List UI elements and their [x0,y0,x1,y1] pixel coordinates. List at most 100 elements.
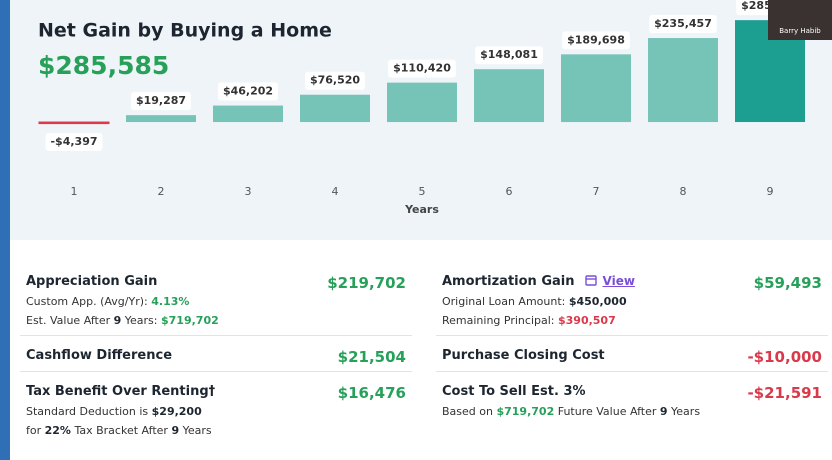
x-tick-label: 1 [71,185,78,198]
detail-text: Based on [442,405,497,418]
summary-row: Purchase Closing Cost -$10,000 [436,336,828,372]
row-title: Cashflow Difference [26,348,173,363]
row-value: $21,504 [337,348,406,366]
summary-row: Tax Benefit Over Renting† $16,476 Standard… [20,372,412,445]
detail-text: Tax Bracket After [70,424,172,437]
detail-line: Based on $719,702 Future Value After 9 Y… [442,405,822,418]
row-value: -$21,591 [747,384,822,402]
row-title-wrap: Cashflow Difference [26,348,406,363]
x-axis-label: Years [404,203,439,216]
detail-text: Est. Value After [26,314,114,327]
detail-line: Remaining Principal: $390,507 [442,314,822,327]
detail-text: 9 [171,424,180,437]
bar [38,121,110,125]
row-title-wrap: Tax Benefit Over Renting† [26,384,406,399]
value-label: $189,698 [567,33,625,46]
bar [213,105,283,123]
x-tick-label: 7 [593,185,600,198]
row-value: $219,702 [327,274,406,292]
row-title-wrap: Cost To Sell Est. 3% [442,384,822,399]
x-tick-label: 5 [419,185,426,198]
chart-title: Net Gain by Buying a Home [38,20,332,42]
presenter-name: Barry Habib [779,27,821,35]
detail-text: Future Value After [554,405,660,418]
summary-panels: Appreciation Gain $219,702 Custom App. (Av… [10,262,832,460]
value-label: $148,081 [480,48,538,61]
right-column: Amortization Gain View $59,493 Original Loa… [436,262,828,426]
detail-line: Est. Value After 9 Years: $719,702 [26,314,406,327]
row-value: $59,493 [753,274,822,292]
detail-text: Years [667,405,701,418]
x-tick-label: 6 [506,185,513,198]
value-label: $46,202 [223,85,273,98]
bar [300,94,370,123]
detail-text: for [26,424,45,437]
x-tick-label: 3 [245,185,252,198]
summary-row: Cost To Sell Est. 3% -$21,591 Based on $71… [436,372,828,426]
detail-text: Custom App. (Avg/Yr): [26,295,152,308]
row-value: -$10,000 [747,348,822,366]
detail-text: $450,000 [568,295,627,308]
row-title-wrap: Appreciation Gain [26,274,406,289]
bar [561,54,631,123]
value-label: -$4,397 [50,135,97,148]
value-label-box [45,133,103,152]
row-title: Appreciation Gain [26,274,158,289]
row-title: Tax Benefit Over Renting† [26,384,216,399]
value-label: $76,520 [310,74,360,87]
detail-text: 9 [659,405,668,418]
detail-text: Standard Deduction is [26,405,152,418]
headline-value: $285,585 [38,51,169,80]
value-label: $110,420 [393,62,451,75]
detail-line: Standard Deduction is $29,200 [26,405,406,418]
bars: 1 -$4,397 2 $19,287 3 $46,202 4 $76,520 5 $110,42… [38,0,805,198]
side-strip [0,0,10,460]
row-title: Amortization Gain [442,274,575,289]
detail-line: for 22% Tax Bracket After 9 Years [26,424,406,437]
detail-text: 9 [113,314,122,327]
value-label-box [130,92,192,111]
bar [648,38,718,123]
left-column: Appreciation Gain $219,702 Custom App. (Av… [20,262,412,445]
detail-text: $719,702 [496,405,555,418]
bar [474,69,544,123]
value-label-box [304,71,366,90]
detail-text: 22% [44,424,71,437]
value-label: $19,287 [136,94,186,107]
summary-row: Appreciation Gain $219,702 Custom App. (Av… [20,262,412,336]
summary-row: Amortization Gain View $59,493 Original Loa… [436,262,828,336]
row-value: $16,476 [337,384,406,402]
x-tick-label: 8 [680,185,687,198]
detail-text: $390,507 [557,314,616,327]
row-title: Cost To Sell Est. 3% [442,384,586,399]
bar [126,115,196,123]
x-tick-label: 2 [158,185,165,198]
detail-text: 4.13% [151,295,190,308]
value-label-box [217,82,279,101]
x-tick-label: 4 [332,185,339,198]
detail-text: Original Loan Amount: [442,295,569,308]
chart: Net Gain by Buying a Home $285,585 Years… [10,0,832,240]
x-tick-label: 9 [767,185,774,198]
detail-text: $29,200 [151,405,202,418]
bar [387,82,457,123]
row-title: Purchase Closing Cost [442,348,605,363]
view-link[interactable]: View [602,274,635,288]
summary-row: Cashflow Difference $21,504 [20,336,412,372]
detail-line: Original Loan Amount: $450,000 [442,295,822,308]
value-label-box [562,31,630,50]
value-label-box [475,46,543,65]
detail-line: Custom App. (Avg/Yr): 4.13% [26,295,406,308]
value-label: $235,457 [654,17,712,30]
value-label-box [388,59,456,78]
detail-text: $719,702 [161,314,219,327]
detail-text: Years [179,424,212,437]
row-title-wrap: Amortization Gain View [442,274,822,289]
detail-text: Years: [121,314,161,327]
value-label-box [649,15,717,34]
detail-text: Remaining Principal: [442,314,558,327]
video-overlay [768,0,832,40]
calendar-icon [584,275,597,286]
row-title-wrap: Purchase Closing Cost [442,348,822,363]
